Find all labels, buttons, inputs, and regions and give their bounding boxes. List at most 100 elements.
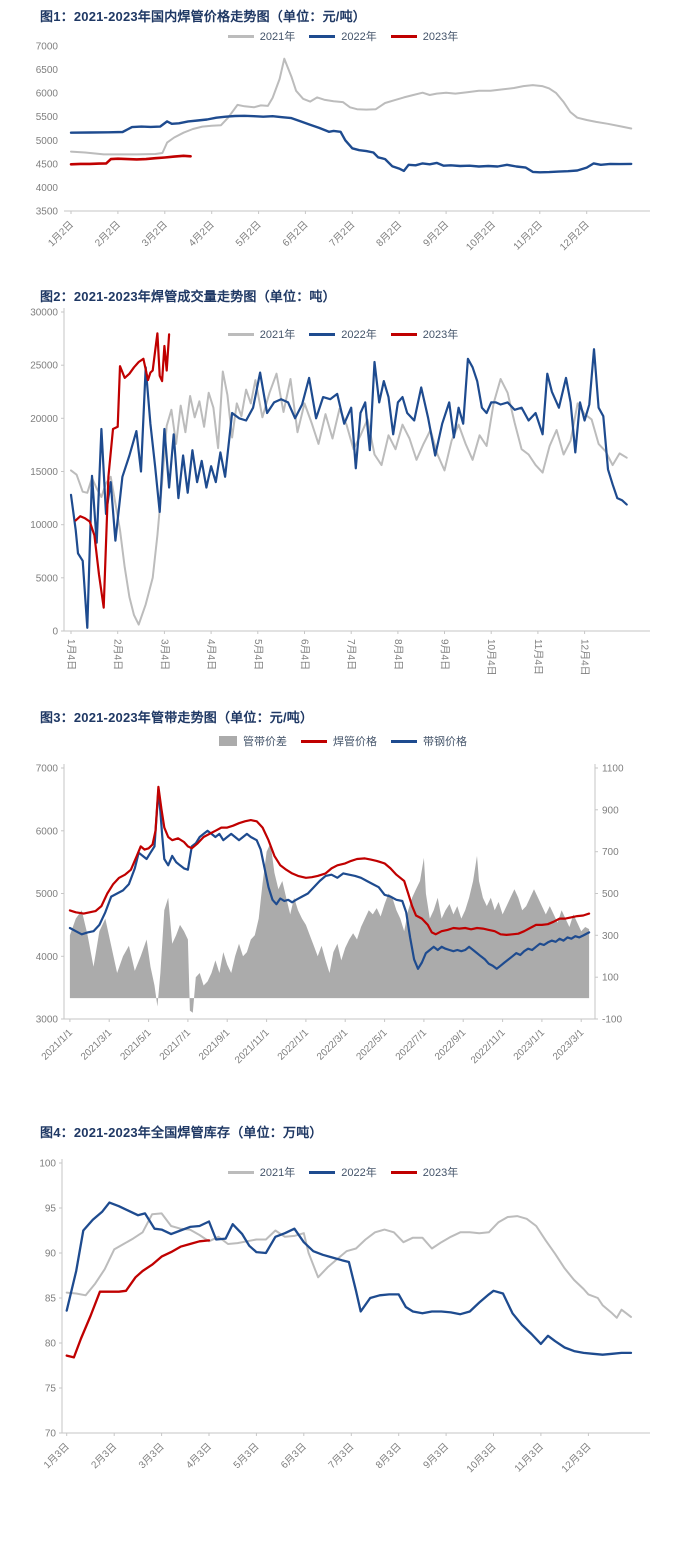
x-axis-tick-label: 3月4日 (158, 639, 170, 670)
x-axis-tick-label: 5月3日 (231, 1441, 261, 1471)
figure-4-legend: 2021年 2022年 2023年 (0, 1164, 686, 1180)
legend-label: 焊管价格 (333, 736, 377, 748)
series-area-管带价差 (69, 843, 590, 1013)
y-axis-tick-label: 80 (45, 1339, 57, 1350)
x-axis-tick-label: 7月2日 (327, 219, 357, 249)
legend-item-2021年: 2021年 (227, 1164, 295, 1180)
legend-swatch (227, 1170, 254, 1174)
legend-swatch (227, 332, 254, 336)
x-axis-tick-label: 2022/9/1 (433, 1027, 469, 1063)
y2-axis-tick-label: 700 (602, 847, 619, 858)
y-axis-tick-label: 7000 (36, 42, 59, 53)
x-axis-tick-label: 8月3日 (373, 1441, 403, 1471)
figure-3-legend: 管带价差 焊管价格 带钢价格 (0, 733, 686, 749)
y-axis-tick-label: 0 (52, 627, 58, 638)
y-axis-tick-label: 20000 (30, 414, 58, 425)
x-axis-tick-label: 2021/11/1 (233, 1027, 272, 1066)
x-axis-tick-label: 12月2日 (557, 219, 591, 253)
legend-label: 2023年 (422, 31, 459, 43)
series-line-2021年 (70, 370, 628, 626)
x-axis-tick-label: 10月2日 (464, 219, 498, 253)
x-axis-tick-label: 2月4日 (112, 639, 124, 670)
x-axis-tick-label: 6月3日 (278, 1441, 308, 1471)
x-axis-tick-label: 2021/7/1 (158, 1027, 194, 1063)
x-axis-tick-label: 6月2日 (280, 219, 310, 249)
x-axis-tick-label: 11月4日 (532, 639, 544, 675)
y-axis-tick-label: 70 (45, 1429, 57, 1440)
legend-item-2022年: 2022年 (309, 326, 377, 342)
y2-axis-tick-label: 1100 (602, 764, 624, 775)
y-axis-tick-label: 90 (45, 1249, 57, 1260)
y2-axis-tick-label: 300 (602, 931, 619, 942)
series-line-带钢价格 (68, 788, 591, 970)
x-axis-tick-label: 3月2日 (139, 219, 169, 249)
legend-swatch (390, 34, 417, 38)
legend-item-带钢价格: 带钢价格 (391, 733, 467, 749)
x-axis-tick-label: 1月4日 (65, 639, 77, 670)
legend-swatch (301, 739, 327, 743)
legend-label: 2022年 (341, 31, 377, 43)
x-axis-tick-label: 2月2日 (93, 219, 123, 249)
figure-2-title: 图2：2021-2023年焊管成交量走势图（单位：吨） (40, 289, 336, 304)
series-line-2023年 (69, 154, 192, 166)
x-axis-tick-label: 12月3日 (559, 1441, 593, 1475)
series-line-焊管价格 (68, 785, 591, 936)
x-axis-tick-label: 1月3日 (41, 1441, 71, 1471)
y2-axis-tick-label: 100 (602, 973, 619, 984)
series-line-2021年 (70, 57, 633, 156)
legend-item-管带价差: 管带价差 (219, 733, 287, 749)
legend-swatch (391, 739, 417, 743)
series-line-2023年 (65, 1239, 211, 1359)
x-axis-tick-label: 9月4日 (439, 639, 451, 670)
legend-item-2023年: 2023年 (390, 28, 459, 44)
legend-item-2022年: 2022年 (309, 1164, 377, 1180)
chart-canvas-pipe-volume: 0 5000 10000 15000 20000 25000 30000 1月4日 2月4日 3月… (30, 308, 650, 676)
legend-item-2021年: 2021年 (227, 326, 296, 342)
figure-1-section: 图1：2021-2023年国内焊管价格走势图（单位：元/吨） 2021年 2022… (0, 4, 686, 282)
legend-swatch (227, 34, 254, 38)
y-axis-tick-label: 3500 (36, 207, 59, 218)
legend-swatch (309, 1170, 336, 1174)
y-axis-tick-label: 3000 (36, 1015, 59, 1026)
figure-1-title: 图1：2021-2023年国内焊管价格走势图（单位：元/吨） (40, 9, 367, 24)
legend-label: 2021年 (259, 329, 296, 341)
x-axis-tick-label: 2022/5/1 (354, 1027, 390, 1063)
y-axis-tick-label: 30000 (30, 308, 58, 319)
y-axis-tick-label: 7000 (36, 764, 59, 775)
legend-label: 2023年 (422, 329, 459, 341)
series-line-2022年 (69, 114, 633, 174)
y-axis-tick-label: 15000 (30, 467, 58, 478)
series-line-2021年 (65, 1212, 632, 1319)
figure-2-legend: 2021年 2022年 2023年 (0, 326, 686, 342)
legend-swatch (390, 332, 417, 336)
legend-swatch (309, 34, 336, 38)
legend-label: 管带价差 (243, 736, 287, 748)
x-axis-tick-label: 5月4日 (252, 639, 264, 670)
series-line-2022年 (69, 348, 628, 629)
y-axis-tick-label: 85 (45, 1294, 57, 1305)
legend-item-2022年: 2022年 (309, 28, 377, 44)
x-axis-tick-label: 7月3日 (326, 1441, 356, 1471)
x-axis-tick-label: 12月4日 (579, 639, 591, 676)
x-axis-tick-label: 11月2日 (511, 219, 545, 253)
x-axis-tick-label: 6月4日 (299, 639, 311, 670)
figure-3-chart: 3000 4000 5000 6000 7000 -100 100 300 500 700 900 1… (30, 755, 686, 1105)
x-axis-tick-label: 7月4日 (345, 639, 357, 670)
y-axis-tick-label: 5000 (36, 136, 59, 147)
figure-2-section: 图2：2021-2023年焊管成交量走势图（单位：吨） 2021年 2022年 20… (0, 284, 686, 702)
legend-swatch (219, 736, 237, 746)
x-axis-tick-label: 10月3日 (464, 1441, 498, 1475)
x-axis-tick-label: 11月3日 (512, 1441, 546, 1475)
x-axis-tick-label: 2022/11/1 (469, 1027, 508, 1066)
y-axis-tick-label: 5000 (36, 573, 59, 584)
y-axis-tick-label: 6000 (36, 826, 59, 837)
legend-item-2023年: 2023年 (390, 326, 459, 342)
y-axis-tick-label: 5000 (36, 889, 59, 900)
series-line-2023年 (74, 332, 171, 609)
x-axis-tick-label: 4月4日 (205, 639, 217, 670)
x-axis-tick-label: 2021/3/1 (79, 1027, 115, 1063)
figure-3-title: 图3：2021-2023年管带走势图（单位：元/吨） (40, 710, 314, 725)
x-axis-tick-label: 2022/1/1 (276, 1027, 312, 1063)
figure-2-chart: 0 5000 10000 15000 20000 25000 30000 1月4日 2月4日 3月… (30, 305, 686, 705)
